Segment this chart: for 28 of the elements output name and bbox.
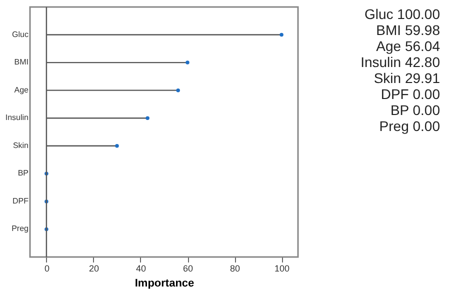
x-tick-label: 100 [274,264,290,274]
text: Preg 0.00 [379,118,440,134]
point [115,144,119,148]
text: Age 56.04 [376,38,440,54]
y-tick-label: BMI [14,58,28,67]
x-tick-label: 0 [44,264,50,274]
x-axis-title: Importance [134,278,194,290]
y-tick-label: Insulin [5,113,28,122]
text: BP 0.00 [390,102,440,118]
y-tick-label: Gluc [12,30,28,39]
text: Gluc 100.00 [364,6,440,22]
point [280,32,284,37]
x-tick-label: 20 [88,264,99,274]
text: DPF 0.00 [380,86,440,102]
y-tick-label: Skin [12,140,28,150]
text: Skin 29.91 [374,70,440,86]
point [186,60,190,64]
y-tick-label: Age [14,85,30,94]
y-tick-label: Preg [12,224,28,234]
text: BMI 59.98 [376,22,440,38]
point [146,116,150,120]
y-tick-label: DPF [12,196,29,206]
x-tick-label: 40 [136,264,146,274]
x-tick-label: 60 [183,264,194,274]
x-tick-label: 80 [230,264,240,274]
text: Insulin 42.80 [360,54,440,70]
y-tick-label: BP [18,168,28,178]
point [176,88,180,92]
